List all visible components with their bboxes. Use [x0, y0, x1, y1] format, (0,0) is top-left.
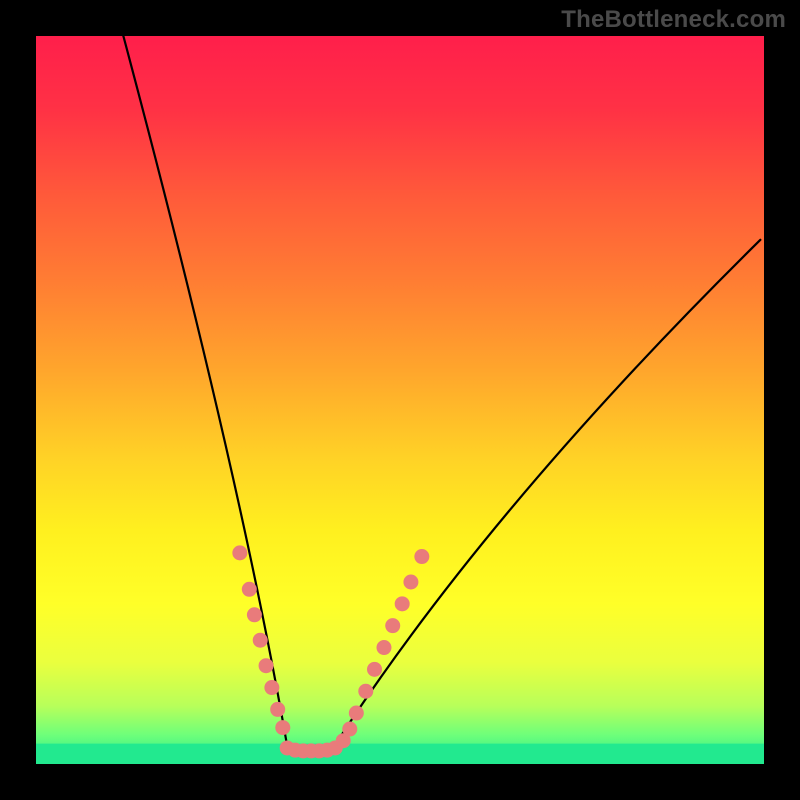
data-marker	[349, 706, 364, 721]
plot-background	[36, 36, 764, 764]
data-marker	[403, 575, 418, 590]
data-marker	[259, 658, 274, 673]
data-marker	[367, 662, 382, 677]
green-bottom-band	[36, 744, 764, 764]
data-marker	[414, 549, 429, 564]
watermark-text: TheBottleneck.com	[561, 6, 786, 34]
data-marker	[264, 680, 279, 695]
data-marker	[253, 633, 268, 648]
data-marker	[242, 582, 257, 597]
data-marker	[385, 618, 400, 633]
bottleneck-chart-svg	[0, 0, 800, 800]
data-marker	[376, 640, 391, 655]
data-marker	[270, 702, 285, 717]
data-marker	[247, 607, 262, 622]
data-marker	[395, 596, 410, 611]
data-marker	[232, 545, 247, 560]
data-marker	[358, 684, 373, 699]
data-marker	[275, 720, 290, 735]
chart-frame: TheBottleneck.com	[0, 0, 800, 800]
data-marker	[342, 722, 357, 737]
